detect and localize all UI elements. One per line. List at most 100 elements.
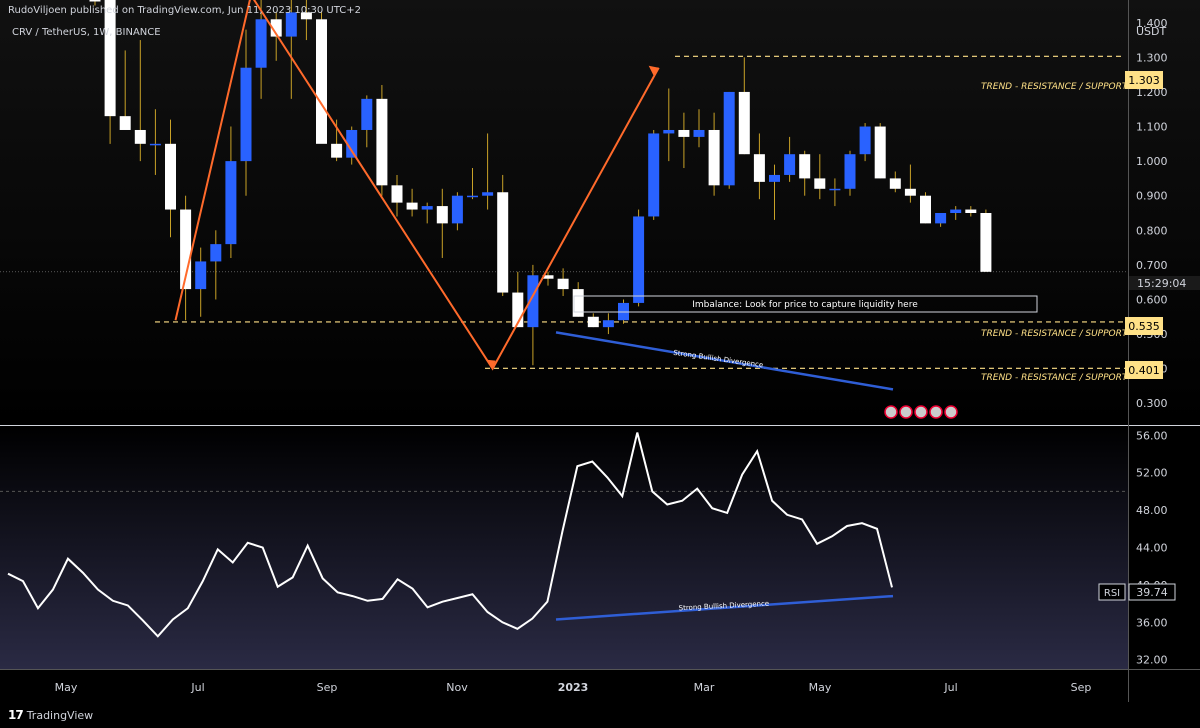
candle [467, 168, 478, 200]
price-axis-tick: 0.600 [1136, 293, 1168, 306]
time-axis-label: Mar [694, 681, 715, 694]
candle [210, 230, 222, 300]
rsi-value-box [1128, 583, 1176, 601]
candle [602, 313, 614, 335]
rsi-axis-tick: 52.00 [1136, 467, 1168, 480]
candle [361, 95, 373, 148]
time-axis-label: 2023 [558, 681, 589, 694]
rsi-line [7, 432, 893, 638]
candle [225, 126, 237, 258]
candle [965, 206, 977, 217]
price-axis-tick: 1.100 [1136, 121, 1168, 134]
flag-icon[interactable] [884, 405, 898, 419]
candle [165, 119, 176, 238]
candle [648, 129, 660, 220]
candle [89, 0, 101, 6]
rsi-value: 39.74 [1136, 586, 1168, 599]
time-axis-label: May [55, 681, 78, 694]
candle [904, 164, 916, 203]
candle [421, 202, 433, 224]
rsi-label: RSI [1104, 588, 1120, 599]
time-axis-label: Jul [943, 681, 957, 694]
flag-icon[interactable] [899, 405, 913, 419]
rsi-axis-tick: 36.00 [1136, 616, 1168, 629]
price-axis-tick: 1.000 [1136, 155, 1168, 168]
candle [119, 50, 131, 130]
footer-bar: 17 TradingView [0, 702, 1200, 728]
candle [587, 313, 599, 328]
candle [950, 206, 962, 220]
tradingview-logo-icon: 17 [8, 708, 24, 722]
candle [346, 126, 358, 165]
zigzag-arrow-icon [485, 359, 496, 369]
candle [270, 12, 282, 61]
candle [980, 209, 992, 272]
candle [391, 174, 403, 217]
price-axis-unit: USDT [1136, 25, 1167, 38]
time-axis-label: May [809, 681, 832, 694]
rsi-axis-tick: 56.00 [1136, 429, 1168, 442]
imbalance-label: Imbalance: Look for price to capture liq… [692, 300, 918, 310]
candle [104, 0, 116, 144]
candle [663, 88, 675, 162]
time-axis-label: Jul [190, 681, 204, 694]
candle [678, 112, 690, 169]
rsi-label-box [1098, 583, 1126, 601]
candle [889, 171, 901, 193]
candle [316, 12, 327, 144]
imbalance-box[interactable] [573, 295, 1038, 313]
candle [134, 40, 146, 162]
candle [376, 85, 388, 196]
countdown-tag [1129, 276, 1200, 290]
rsi-axis-tick: 44.00 [1136, 542, 1168, 555]
level-tag-0401 [1125, 361, 1163, 379]
time-axis-label: Nov [446, 681, 468, 694]
event-flags[interactable] [884, 405, 958, 419]
level-tag-0535 [1125, 317, 1163, 335]
candle [633, 209, 645, 307]
symbol-title[interactable]: CRV / TetherUS, 1W, BINANCE [12, 27, 161, 38]
level-tag-text: 1.303 [1128, 74, 1160, 87]
candle [708, 112, 720, 196]
candle [527, 264, 539, 366]
tradingview-brand[interactable]: 17 TradingView [8, 708, 93, 722]
candle [557, 268, 569, 297]
flag-icon[interactable] [929, 405, 943, 419]
divergence-line-price [555, 331, 894, 391]
rsi-axis-tick: 32.00 [1136, 654, 1168, 667]
level-tag-1303 [1125, 71, 1163, 89]
candle [451, 192, 463, 231]
time-axis-label: Sep [317, 681, 338, 694]
brand-name: TradingView [26, 708, 94, 722]
candle [693, 109, 705, 148]
zigzag-arrow-icon [648, 65, 659, 76]
candle [753, 133, 765, 200]
candle [255, 0, 267, 99]
candle [240, 29, 252, 196]
candle [769, 164, 780, 220]
candle [300, 0, 312, 41]
candle [723, 91, 735, 189]
trend-label-1: TREND - RESISTANCE / SUPPORT [981, 82, 1129, 92]
price-axis-tick: 0.300 [1136, 397, 1168, 410]
candle [542, 271, 554, 286]
level-tag-text: 0.535 [1128, 320, 1160, 333]
candle [482, 133, 494, 210]
price-axis-tick: 1.200 [1136, 86, 1168, 99]
candle [814, 154, 826, 200]
orange-zigzag-line [174, 0, 660, 371]
flag-icon[interactable] [944, 405, 958, 419]
candle [406, 188, 418, 217]
price-axis-tick: 1.300 [1136, 51, 1168, 64]
candle [738, 57, 750, 155]
candle [285, 0, 297, 99]
candle [844, 150, 856, 196]
rsi-axis-tick: 48.00 [1136, 504, 1168, 517]
candle [799, 150, 811, 196]
flag-icon[interactable] [914, 405, 928, 419]
level-tag-text: 0.401 [1128, 364, 1160, 377]
countdown-text: 15:29:04 [1137, 277, 1186, 290]
candle [180, 195, 192, 321]
candle [497, 174, 509, 297]
